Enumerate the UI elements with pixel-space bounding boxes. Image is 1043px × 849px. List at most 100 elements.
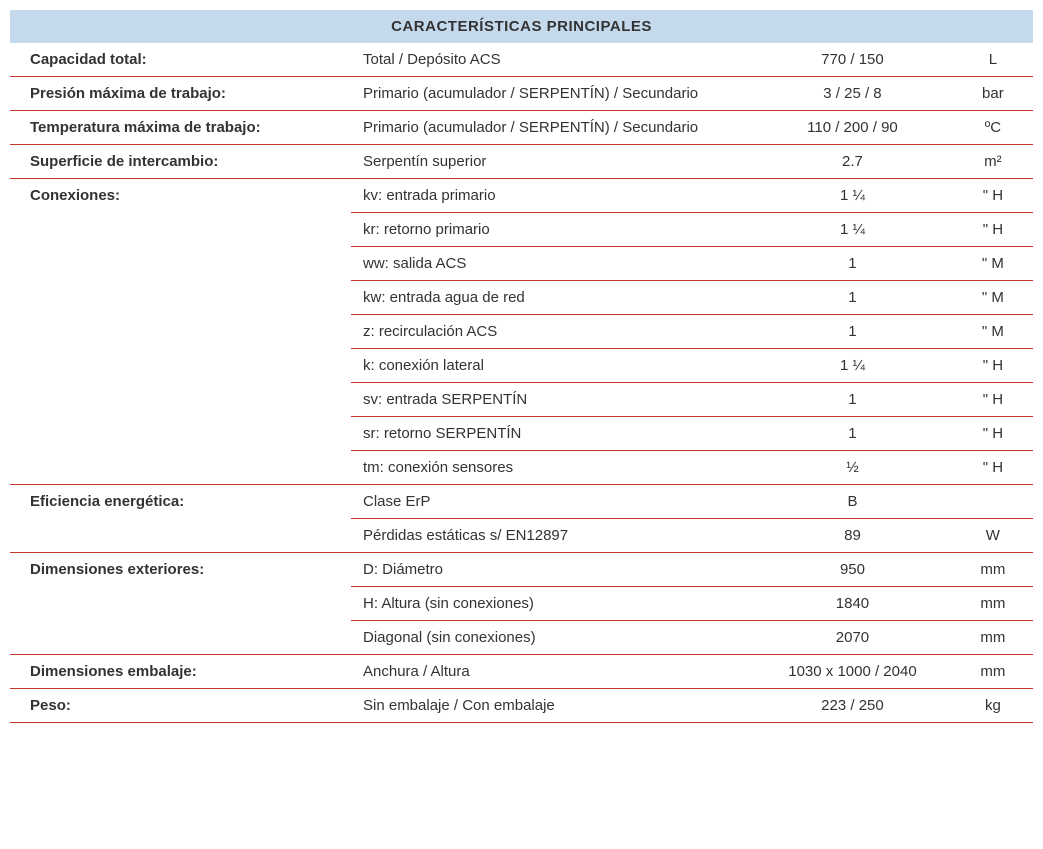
spec-unit: [953, 485, 1033, 519]
table-row: Capacidad total:Total / Depósito ACS770 …: [10, 43, 1033, 77]
spec-description: ww: salida ACS: [351, 247, 752, 281]
spec-value: 1 ¼: [752, 213, 953, 247]
spec-unit: " H: [953, 179, 1033, 213]
spec-value: 1 ¼: [752, 179, 953, 213]
spec-description: Pérdidas estáticas s/ EN12897: [351, 519, 752, 553]
spec-description: z: recirculación ACS: [351, 315, 752, 349]
table-row: Conexiones:kv: entrada primario1 ¼" H: [10, 179, 1033, 213]
table-row: Superficie de intercambio:Serpentín supe…: [10, 145, 1033, 179]
spec-label: [10, 213, 351, 247]
spec-label: [10, 621, 351, 655]
spec-unit: ºC: [953, 111, 1033, 145]
spec-label: Dimensiones exteriores:: [10, 553, 351, 587]
spec-label: [10, 451, 351, 485]
spec-unit: kg: [953, 689, 1033, 723]
spec-description: Clase ErP: [351, 485, 752, 519]
spec-value: 223 / 250: [752, 689, 953, 723]
spec-value: 3 / 25 / 8: [752, 77, 953, 111]
table-row: Pérdidas estáticas s/ EN1289789W: [10, 519, 1033, 553]
spec-description: Primario (acumulador / SERPENTÍN) / Secu…: [351, 111, 752, 145]
spec-label: [10, 417, 351, 451]
spec-description: Total / Depósito ACS: [351, 43, 752, 77]
spec-label: [10, 281, 351, 315]
table-row: kw: entrada agua de red1" M: [10, 281, 1033, 315]
table-row: Eficiencia energética:Clase ErPB: [10, 485, 1033, 519]
spec-unit: " H: [953, 213, 1033, 247]
specifications-table: CARACTERÍSTICAS PRINCIPALES Capacidad to…: [10, 10, 1033, 723]
spec-description: kw: entrada agua de red: [351, 281, 752, 315]
spec-value: 1030 x 1000 / 2040: [752, 655, 953, 689]
spec-description: D: Diámetro: [351, 553, 752, 587]
table-row: Dimensiones embalaje:Anchura / Altura103…: [10, 655, 1033, 689]
spec-unit: " H: [953, 451, 1033, 485]
spec-value: 1: [752, 247, 953, 281]
spec-label: [10, 247, 351, 281]
spec-unit: m²: [953, 145, 1033, 179]
spec-value: 1: [752, 417, 953, 451]
table-row: Dimensiones exteriores:D: Diámetro950mm: [10, 553, 1033, 587]
spec-description: k: conexión lateral: [351, 349, 752, 383]
spec-label: Capacidad total:: [10, 43, 351, 77]
spec-label: Superficie de intercambio:: [10, 145, 351, 179]
spec-unit: mm: [953, 553, 1033, 587]
spec-value: B: [752, 485, 953, 519]
spec-value: 770 / 150: [752, 43, 953, 77]
spec-unit: " M: [953, 281, 1033, 315]
spec-label: [10, 349, 351, 383]
spec-description: kr: retorno primario: [351, 213, 752, 247]
spec-description: H: Altura (sin conexiones): [351, 587, 752, 621]
spec-unit: " M: [953, 247, 1033, 281]
spec-description: Primario (acumulador / SERPENTÍN) / Secu…: [351, 77, 752, 111]
spec-value: 110 / 200 / 90: [752, 111, 953, 145]
spec-unit: " M: [953, 315, 1033, 349]
spec-description: sv: entrada SERPENTÍN: [351, 383, 752, 417]
table-row: sr: retorno SERPENTÍN1" H: [10, 417, 1033, 451]
spec-label: [10, 519, 351, 553]
spec-unit: L: [953, 43, 1033, 77]
table-row: z: recirculación ACS1" M: [10, 315, 1033, 349]
table-row: kr: retorno primario1 ¼" H: [10, 213, 1033, 247]
spec-unit: mm: [953, 621, 1033, 655]
spec-value: 1: [752, 315, 953, 349]
spec-label: Eficiencia energética:: [10, 485, 351, 519]
table-body: Capacidad total:Total / Depósito ACS770 …: [10, 43, 1033, 723]
table-row: sv: entrada SERPENTÍN1" H: [10, 383, 1033, 417]
table-row: Presión máxima de trabajo:Primario (acum…: [10, 77, 1033, 111]
spec-label: Dimensiones embalaje:: [10, 655, 351, 689]
table-row: Temperatura máxima de trabajo:Primario (…: [10, 111, 1033, 145]
spec-value: 2.7: [752, 145, 953, 179]
spec-label: [10, 587, 351, 621]
spec-value: 950: [752, 553, 953, 587]
spec-description: Serpentín superior: [351, 145, 752, 179]
spec-value: 2070: [752, 621, 953, 655]
table-row: tm: conexión sensores½" H: [10, 451, 1033, 485]
spec-unit: " H: [953, 383, 1033, 417]
spec-label: Peso:: [10, 689, 351, 723]
spec-value: 1: [752, 281, 953, 315]
spec-description: Anchura / Altura: [351, 655, 752, 689]
spec-description: tm: conexión sensores: [351, 451, 752, 485]
spec-label: [10, 383, 351, 417]
spec-value: 1: [752, 383, 953, 417]
spec-unit: W: [953, 519, 1033, 553]
spec-unit: mm: [953, 655, 1033, 689]
spec-value: 1840: [752, 587, 953, 621]
spec-description: kv: entrada primario: [351, 179, 752, 213]
spec-value: ½: [752, 451, 953, 485]
spec-unit: " H: [953, 417, 1033, 451]
spec-label: Temperatura máxima de trabajo:: [10, 111, 351, 145]
spec-label: Presión máxima de trabajo:: [10, 77, 351, 111]
spec-unit: mm: [953, 587, 1033, 621]
spec-unit: " H: [953, 349, 1033, 383]
table-title: CARACTERÍSTICAS PRINCIPALES: [10, 10, 1033, 43]
spec-description: sr: retorno SERPENTÍN: [351, 417, 752, 451]
table-row: Peso:Sin embalaje / Con embalaje223 / 25…: [10, 689, 1033, 723]
table-row: Diagonal (sin conexiones)2070mm: [10, 621, 1033, 655]
spec-label: Conexiones:: [10, 179, 351, 213]
table-row: k: conexión lateral1 ¼" H: [10, 349, 1033, 383]
spec-unit: bar: [953, 77, 1033, 111]
table-row: ww: salida ACS1" M: [10, 247, 1033, 281]
spec-label: [10, 315, 351, 349]
spec-description: Diagonal (sin conexiones): [351, 621, 752, 655]
table-row: H: Altura (sin conexiones)1840mm: [10, 587, 1033, 621]
